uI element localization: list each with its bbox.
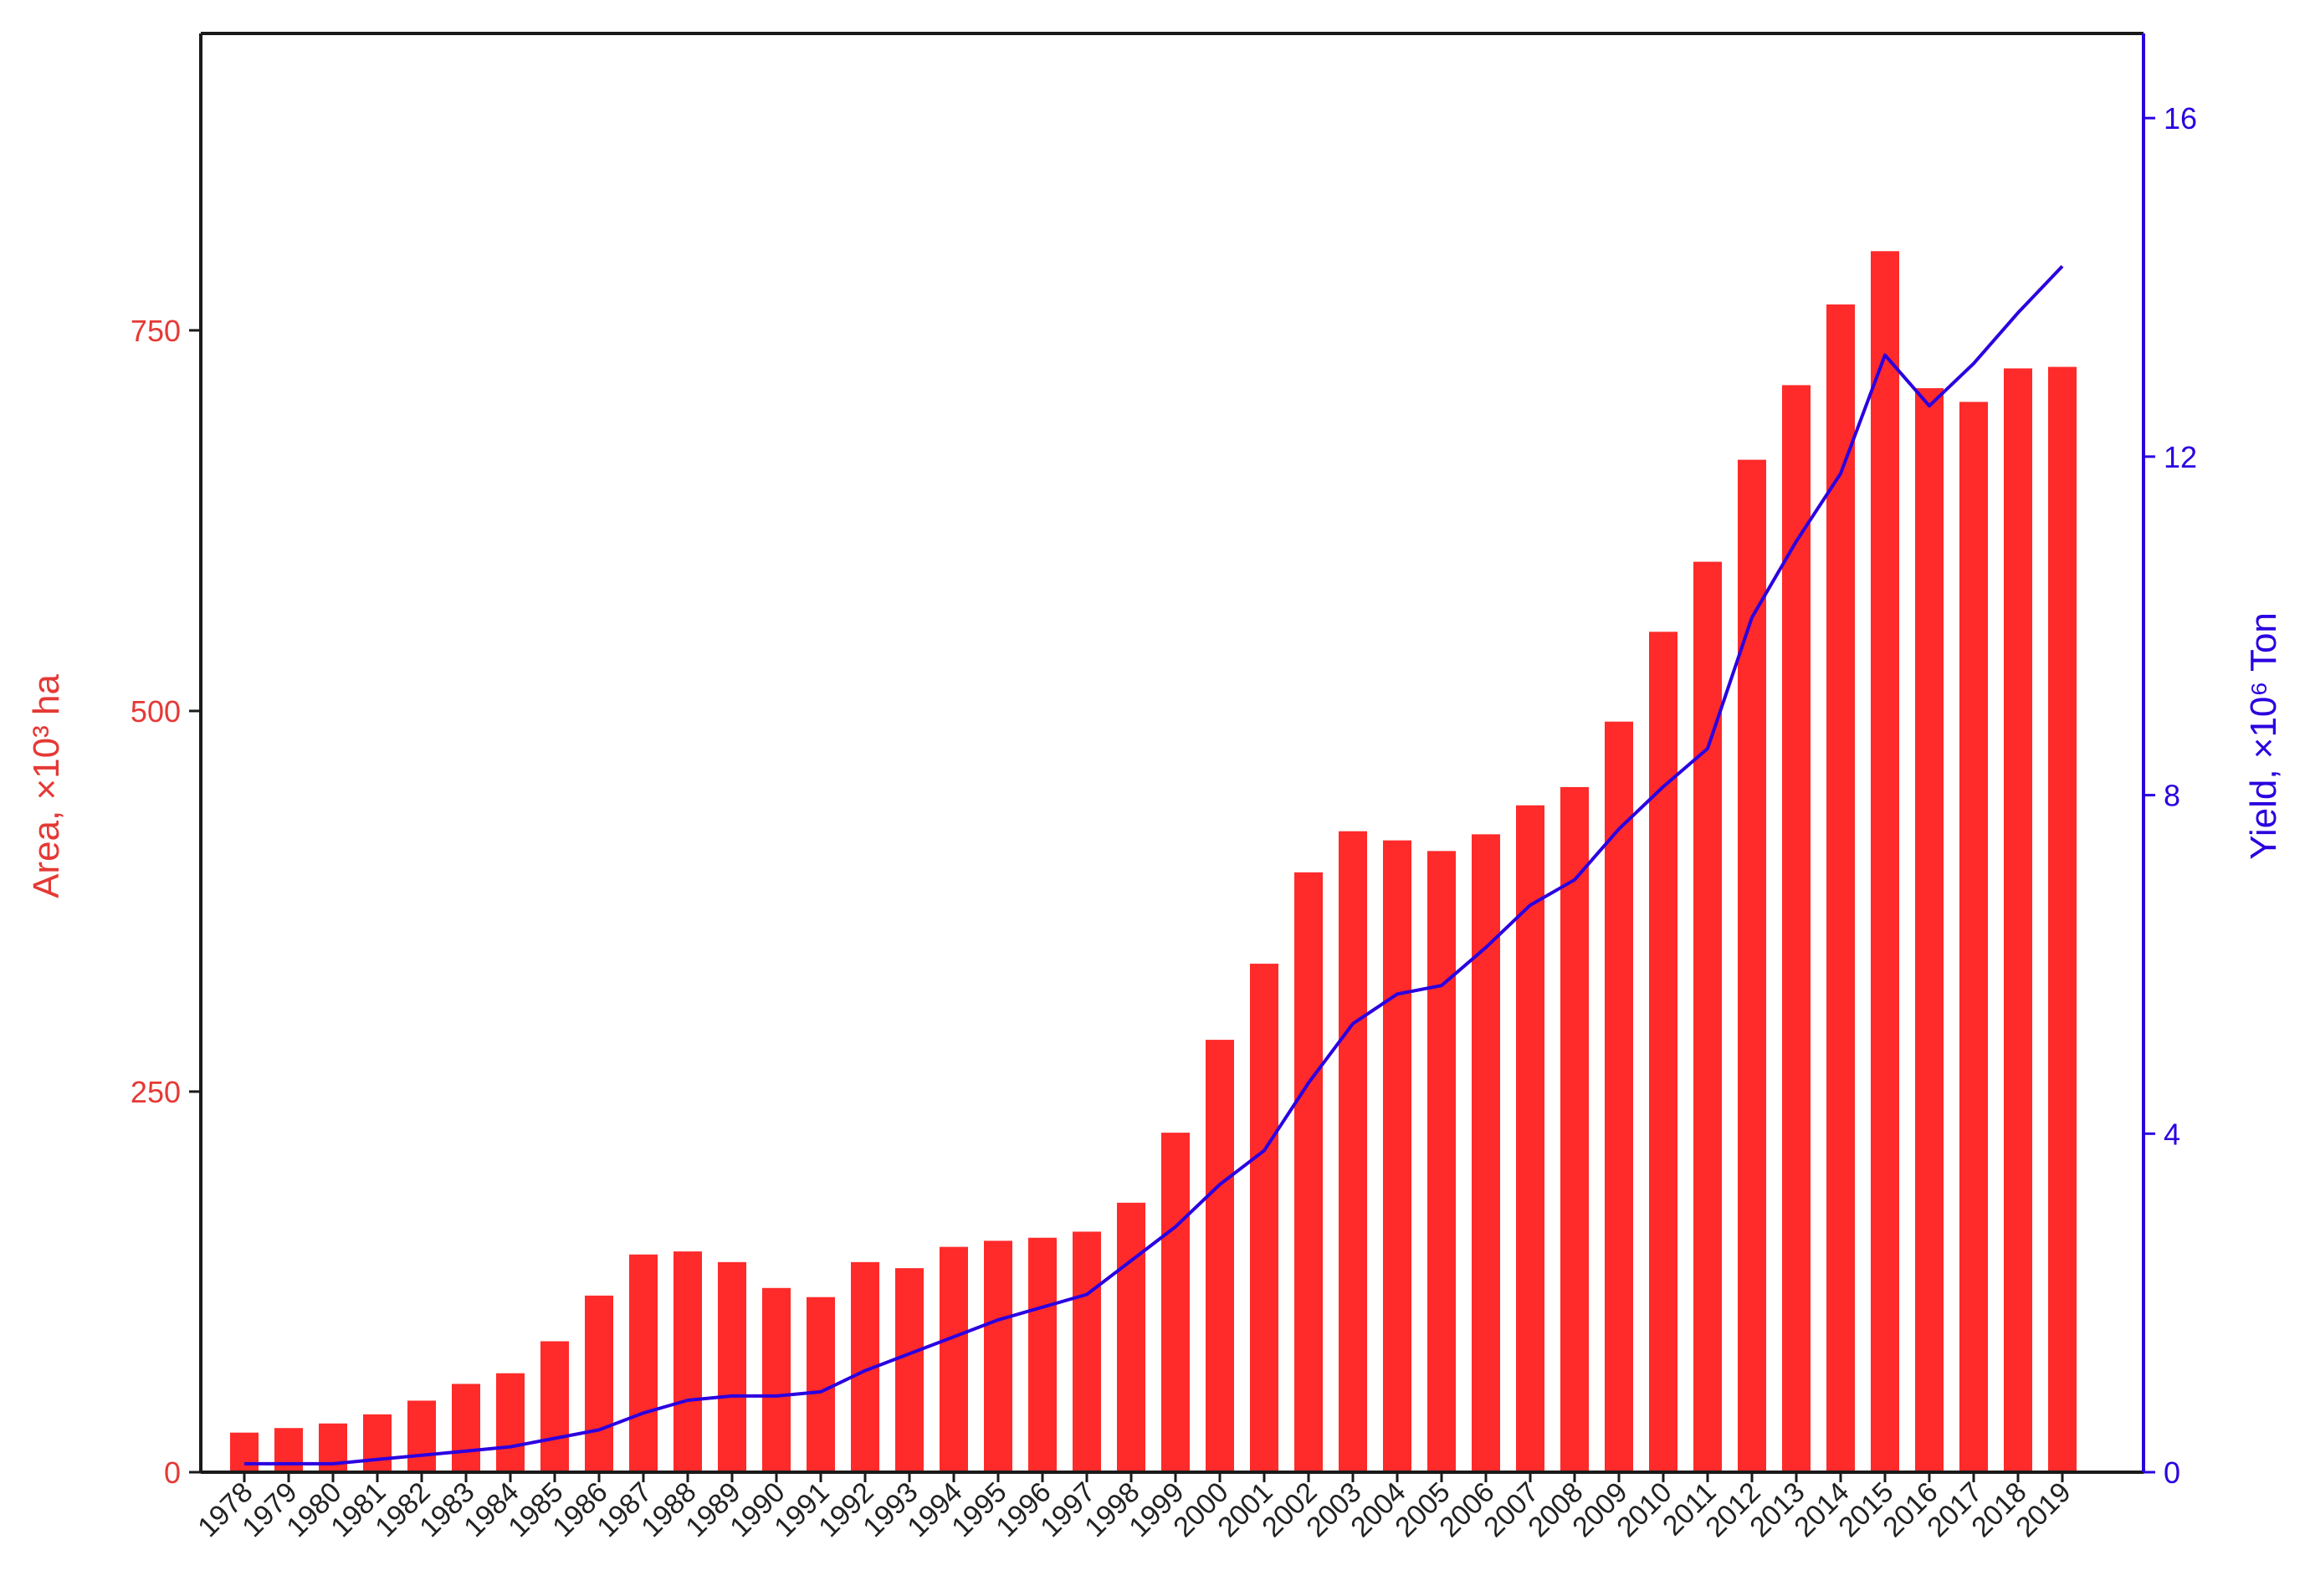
y-right-tick-label: 12	[2164, 440, 2197, 474]
bar-1994	[940, 1246, 968, 1472]
bar-1996	[1028, 1237, 1057, 1472]
bar-1982	[407, 1400, 436, 1472]
axes-layer	[199, 32, 2145, 1474]
y-right-tick-label: 0	[2164, 1455, 2180, 1490]
bar-2010	[1649, 632, 1677, 1472]
bar-1984	[496, 1373, 525, 1472]
y-right-tick-label: 8	[2164, 779, 2180, 813]
bar-2016	[1915, 388, 1944, 1472]
bar-2013	[1782, 385, 1811, 1472]
bar-2012	[1738, 459, 1766, 1472]
bar-1999	[1161, 1133, 1190, 1472]
y-left-tick-label: 750	[131, 314, 181, 348]
y-left-tick-label: 500	[131, 694, 181, 729]
bar-2014	[1826, 304, 1855, 1473]
bar-2009	[1605, 721, 1633, 1472]
bar-2002	[1294, 872, 1323, 1472]
yield-line	[244, 264, 2064, 1466]
y-left-tick-label: 0	[164, 1455, 181, 1490]
bar-2000	[1206, 1040, 1234, 1472]
bar-2018	[2004, 368, 2032, 1472]
bar-1983	[452, 1384, 480, 1472]
bar-1991	[807, 1297, 835, 1472]
bar-1995	[984, 1240, 1012, 1472]
bar-2004	[1383, 840, 1411, 1472]
y-axis-right-title: Yield, ×10⁶ Ton	[2243, 612, 2284, 860]
y-axis-left-title: Area, ×10³ ha	[26, 674, 67, 898]
bar-1986	[585, 1295, 613, 1472]
bar-1987	[629, 1254, 658, 1472]
bar-1985	[540, 1341, 569, 1472]
y-right-tick-label: 4	[2164, 1117, 2180, 1151]
y-left-tick-label: 250	[131, 1075, 181, 1109]
bar-2003	[1339, 831, 1367, 1472]
bar-1981	[363, 1414, 392, 1472]
bar-2015	[1871, 251, 1899, 1472]
bar-2017	[1959, 402, 1988, 1473]
bar-2019	[2048, 366, 2077, 1473]
line-layer	[243, 264, 2064, 1466]
bar-2005	[1427, 851, 1456, 1472]
bar-2008	[1560, 786, 1589, 1472]
bar-2001	[1250, 964, 1278, 1472]
bar-1978	[230, 1432, 259, 1472]
bar-1988	[674, 1251, 702, 1472]
bar-2011	[1693, 561, 1722, 1473]
bars-layer	[230, 251, 2077, 1473]
bar-1989	[718, 1261, 746, 1472]
bar-1979	[274, 1428, 303, 1472]
bar-1997	[1073, 1231, 1101, 1472]
bar-2006	[1472, 834, 1500, 1472]
bar-1998	[1117, 1202, 1145, 1472]
y-right-tick-label: 16	[2164, 101, 2197, 136]
bar-1990	[762, 1287, 791, 1472]
bar-1993	[895, 1268, 924, 1472]
